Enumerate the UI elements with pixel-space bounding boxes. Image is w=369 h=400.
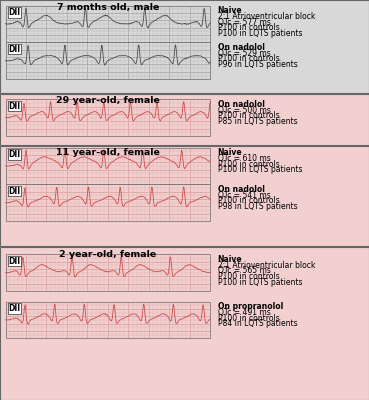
Text: P100 in controls: P100 in controls [218, 160, 279, 169]
Text: QTc = 610 ms: QTc = 610 ms [218, 154, 270, 163]
Bar [6, 6, 210, 42]
Text: DII: DII [8, 304, 21, 313]
Bar [6, 42, 210, 79]
Text: QTc = 541 ms: QTc = 541 ms [218, 191, 270, 200]
Bar [6, 42, 210, 79]
Bar [6, 6, 210, 42]
Text: P100 in LQTS patients: P100 in LQTS patients [218, 278, 302, 286]
Bar [0, 0, 369, 93]
Text: QTc = 500 ms: QTc = 500 ms [218, 106, 270, 115]
Bar [6, 302, 210, 338]
Text: 11 year-old, female: 11 year-old, female [56, 148, 160, 157]
Bar [6, 99, 210, 136]
Text: QTc = 565 ms: QTc = 565 ms [218, 266, 270, 275]
Text: On nadolol: On nadolol [218, 43, 265, 52]
Text: 2 year-old, female: 2 year-old, female [59, 250, 156, 259]
Text: 29 year-old, female: 29 year-old, female [56, 96, 160, 105]
Bar [0, 247, 369, 400]
Text: P84 in LQTS patients: P84 in LQTS patients [218, 319, 297, 328]
Text: On propranolol: On propranolol [218, 302, 283, 311]
Text: P100 in LQTS patients: P100 in LQTS patients [218, 165, 302, 174]
Bar [6, 184, 210, 221]
Text: 7 months old, male: 7 months old, male [57, 3, 159, 12]
Text: Naive: Naive [218, 6, 242, 15]
Text: Naive: Naive [218, 148, 242, 157]
Text: P100 in controls: P100 in controls [218, 196, 279, 206]
Text: QTc = 577 ms: QTc = 577 ms [218, 18, 270, 26]
Text: DII: DII [8, 102, 21, 111]
Text: DII: DII [8, 187, 21, 196]
Text: P100 in controls: P100 in controls [218, 23, 279, 32]
Text: QTc = 529 ms: QTc = 529 ms [218, 49, 270, 58]
Text: P98 in LQTS patients: P98 in LQTS patients [218, 202, 297, 211]
Text: P100 in controls: P100 in controls [218, 54, 279, 63]
Text: Naive: Naive [218, 255, 242, 264]
Bar [6, 254, 210, 291]
Text: P85 in LQTS patients: P85 in LQTS patients [218, 117, 297, 126]
Text: QTc = 491 ms: QTc = 491 ms [218, 308, 270, 317]
Bar [6, 148, 210, 184]
Text: DII: DII [8, 45, 21, 54]
Text: On nadolol: On nadolol [218, 185, 265, 194]
Bar [6, 254, 210, 291]
Text: DII: DII [8, 257, 21, 266]
Bar [0, 94, 369, 145]
Text: DII: DII [8, 8, 21, 17]
Text: P100 in controls: P100 in controls [218, 272, 279, 281]
Text: 2:1 Atrioventricular block: 2:1 Atrioventricular block [218, 261, 315, 270]
Text: P100 in controls: P100 in controls [218, 111, 279, 120]
Text: P100 in LQTS patients: P100 in LQTS patients [218, 29, 302, 38]
Bar [6, 302, 210, 338]
Text: P96 in LQTS patients: P96 in LQTS patients [218, 60, 297, 69]
Bar [6, 99, 210, 136]
Bar [6, 148, 210, 184]
Text: P100 in controls: P100 in controls [218, 314, 279, 322]
Bar [0, 146, 369, 246]
Text: On nadolol: On nadolol [218, 100, 265, 109]
Text: 2:1 Atrioventricular block: 2:1 Atrioventricular block [218, 12, 315, 21]
Text: DII: DII [8, 150, 21, 159]
Bar [6, 184, 210, 221]
